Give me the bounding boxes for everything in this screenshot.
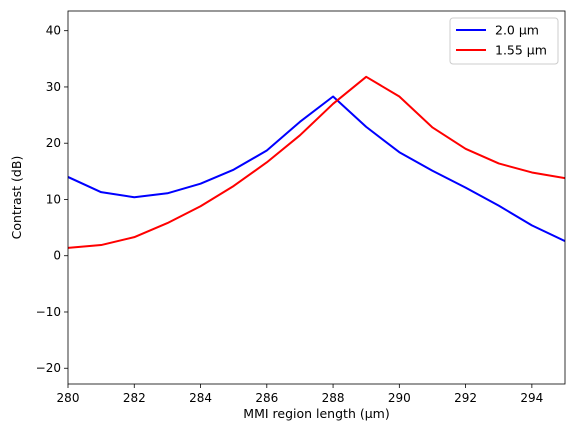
y-axis-ticks: −20 −10 0 10 20 30 40 — [36, 24, 68, 375]
x-axis-ticks: 280 282 284 286 288 290 292 294 — [57, 384, 543, 405]
y-tick-label: 0 — [53, 249, 61, 263]
legend-label-1-55um: 1.55 µm — [495, 43, 547, 58]
y-axis-label: Contrast (dB) — [9, 156, 24, 240]
x-tick-label: 294 — [520, 391, 543, 405]
x-tick-label: 290 — [388, 391, 411, 405]
y-tick-label: −10 — [36, 305, 61, 319]
legend-label-2um: 2.0 µm — [495, 23, 539, 38]
plot-frame — [67, 10, 566, 385]
x-tick-label: 288 — [322, 391, 345, 405]
y-tick-label: 20 — [46, 136, 61, 150]
series-line-1 — [68, 75, 565, 249]
series-line-0 — [68, 95, 565, 243]
series-layer — [68, 75, 565, 249]
y-tick-label: 40 — [46, 24, 61, 38]
x-axis-label: MMI region length (µm) — [243, 406, 389, 421]
x-tick-label: 286 — [255, 391, 278, 405]
x-tick-label: 284 — [189, 391, 212, 405]
x-tick-label: 292 — [454, 391, 477, 405]
x-tick-label: 280 — [57, 391, 80, 405]
y-tick-label: 10 — [46, 192, 61, 206]
x-tick-label: 282 — [123, 391, 146, 405]
y-tick-label: 30 — [46, 80, 61, 94]
y-tick-label: −20 — [36, 361, 61, 375]
legend: 2.0 µm 1.55 µm — [449, 17, 559, 65]
